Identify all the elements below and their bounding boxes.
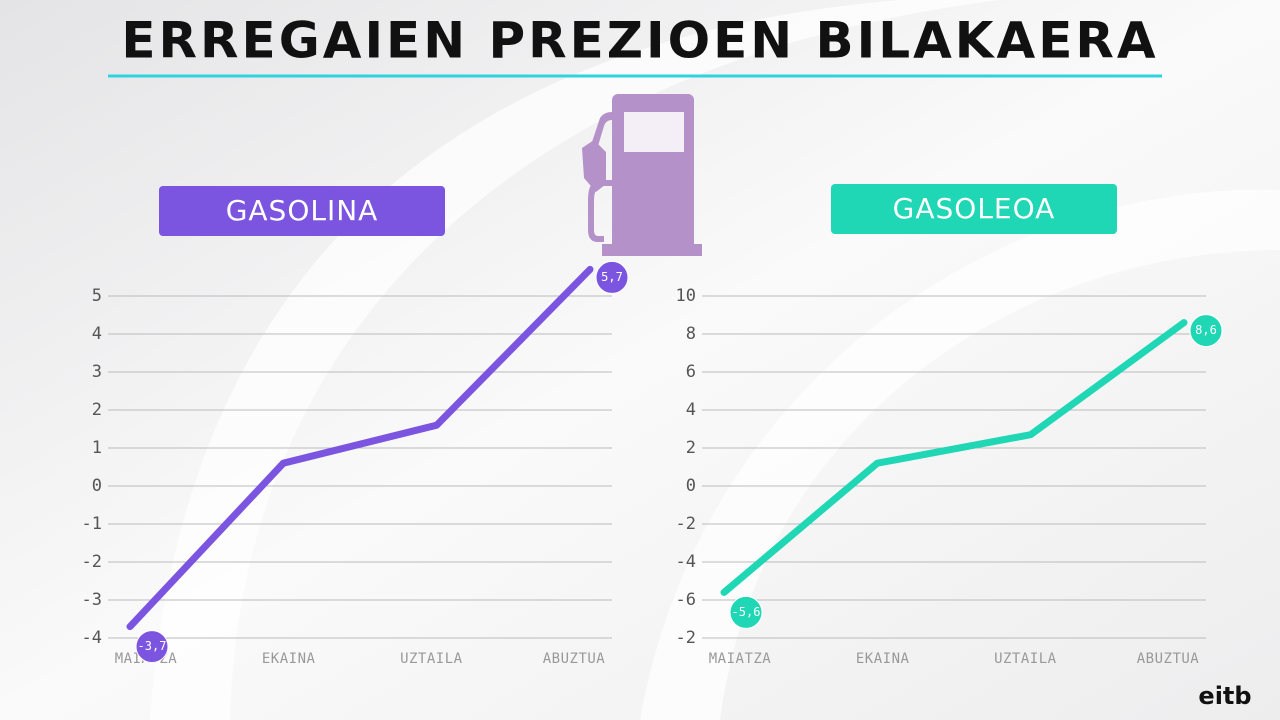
y-tick-label: -2: [676, 628, 696, 648]
y-tick-label: -4: [676, 552, 696, 572]
page-title: ERREGAIEN PREZIOEN BILAKAERA: [121, 12, 1158, 70]
fuel-pump-icon: [582, 94, 702, 256]
y-tick-label: -2: [676, 514, 696, 534]
data-label: -3,7: [138, 639, 167, 653]
y-tick-label: 8: [686, 324, 696, 344]
y-tick-label: 3: [92, 362, 102, 382]
y-tick-label: 10: [676, 286, 696, 306]
y-tick-label: 4: [686, 400, 696, 420]
y-tick-label: 0: [92, 476, 102, 496]
y-tick-label: 2: [686, 438, 696, 458]
data-label: 5,7: [601, 270, 623, 284]
value-badge: [135, 630, 169, 664]
chart-title: GASOLEOA: [893, 192, 1056, 225]
data-line: [126, 265, 594, 631]
value-badge: [1189, 314, 1223, 348]
y-tick-label: 2: [92, 400, 102, 420]
data-label: -5,6: [732, 605, 761, 619]
y-tick-label: 4: [92, 324, 102, 344]
chart-banner: [831, 184, 1117, 234]
y-tick-label: -3: [82, 590, 102, 610]
value-badge: [729, 595, 763, 629]
y-tick-label: 1: [92, 438, 102, 458]
chart-banner: [159, 186, 445, 236]
bg-curve: [150, 0, 1000, 720]
data-label: 8,6: [1195, 323, 1217, 337]
chart-title: GASOLINA: [226, 194, 379, 227]
y-tick-label: -4: [82, 628, 102, 648]
x-tick-label: UZTAILA: [994, 651, 1057, 667]
logo: eitb: [1198, 682, 1251, 710]
x-tick-label: ABUZTUA: [543, 651, 606, 667]
x-tick-label: ABUZTUA: [1137, 651, 1200, 667]
data-line: [720, 319, 1188, 596]
y-tick-label: -2: [82, 552, 102, 572]
x-tick-label: MAIATZA: [709, 651, 772, 667]
x-tick-label: UZTAILA: [400, 651, 463, 667]
y-tick-label: -6: [676, 590, 696, 610]
y-tick-label: 5: [92, 286, 102, 306]
value-badge: [595, 260, 629, 294]
x-tick-label: EKAINA: [262, 651, 316, 667]
x-tick-label: EKAINA: [856, 651, 910, 667]
y-tick-label: 0: [686, 476, 696, 496]
y-tick-label: 6: [686, 362, 696, 382]
y-tick-label: -1: [82, 514, 102, 534]
